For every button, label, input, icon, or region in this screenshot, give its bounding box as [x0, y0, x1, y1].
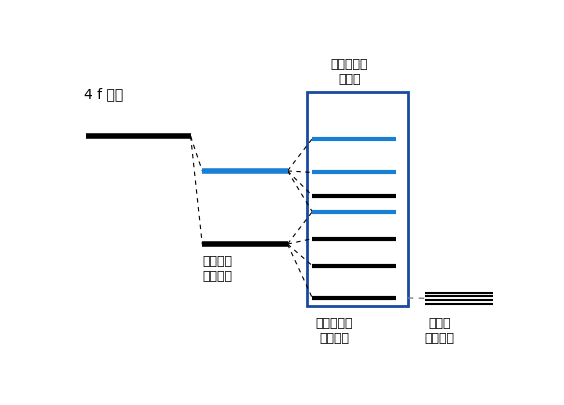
Text: 結晶場
相互作用: 結晶場 相互作用	[424, 316, 455, 344]
Text: 4 f 軌道: 4 f 軌道	[85, 87, 124, 101]
Bar	[307, 93, 408, 306]
Text: クーロン
相互作用: クーロン 相互作用	[202, 254, 232, 282]
Text: エネルギー
準位図: エネルギー 準位図	[331, 58, 368, 86]
Text: スピン軌道
相互作用: スピン軌道 相互作用	[315, 316, 352, 344]
